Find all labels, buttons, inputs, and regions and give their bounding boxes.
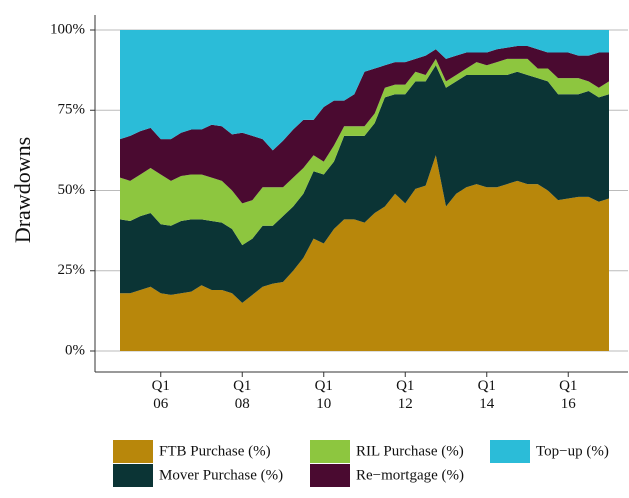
- legend-swatch: [310, 440, 350, 463]
- x-tick-label: Q1 14: [477, 378, 496, 412]
- y-axis-label: Drawdowns: [10, 137, 35, 243]
- legend-label: Top−up (%): [536, 443, 609, 459]
- legend-label: RIL Purchase (%): [356, 443, 464, 459]
- area: [120, 65, 609, 303]
- legend-label: FTB Purchase (%): [159, 443, 271, 459]
- x-tick-label: Q1 06: [151, 378, 170, 412]
- y-tick-label: 100%: [50, 21, 85, 37]
- y-tick-label: 0%: [65, 342, 85, 358]
- legend-swatch: [113, 440, 153, 463]
- x-tick-label: Q1 16: [559, 378, 578, 412]
- y-tick-label: 75%: [58, 102, 86, 118]
- x-tick-label: Q1 08: [233, 378, 252, 412]
- legend-swatch: [490, 440, 530, 463]
- y-tick-label: 50%: [58, 182, 86, 198]
- x-tick-label: Q1 10: [314, 378, 333, 412]
- legend-swatch: [310, 464, 350, 487]
- area: [120, 46, 609, 204]
- legend-swatch: [113, 464, 153, 487]
- y-tick-label: 25%: [58, 262, 86, 278]
- legend-label: Mover Purchase (%): [159, 467, 283, 483]
- area: [120, 155, 609, 351]
- area: [120, 30, 609, 151]
- legend-label: Re−mortgage (%): [356, 467, 464, 483]
- x-tick-label: Q1 12: [396, 378, 415, 412]
